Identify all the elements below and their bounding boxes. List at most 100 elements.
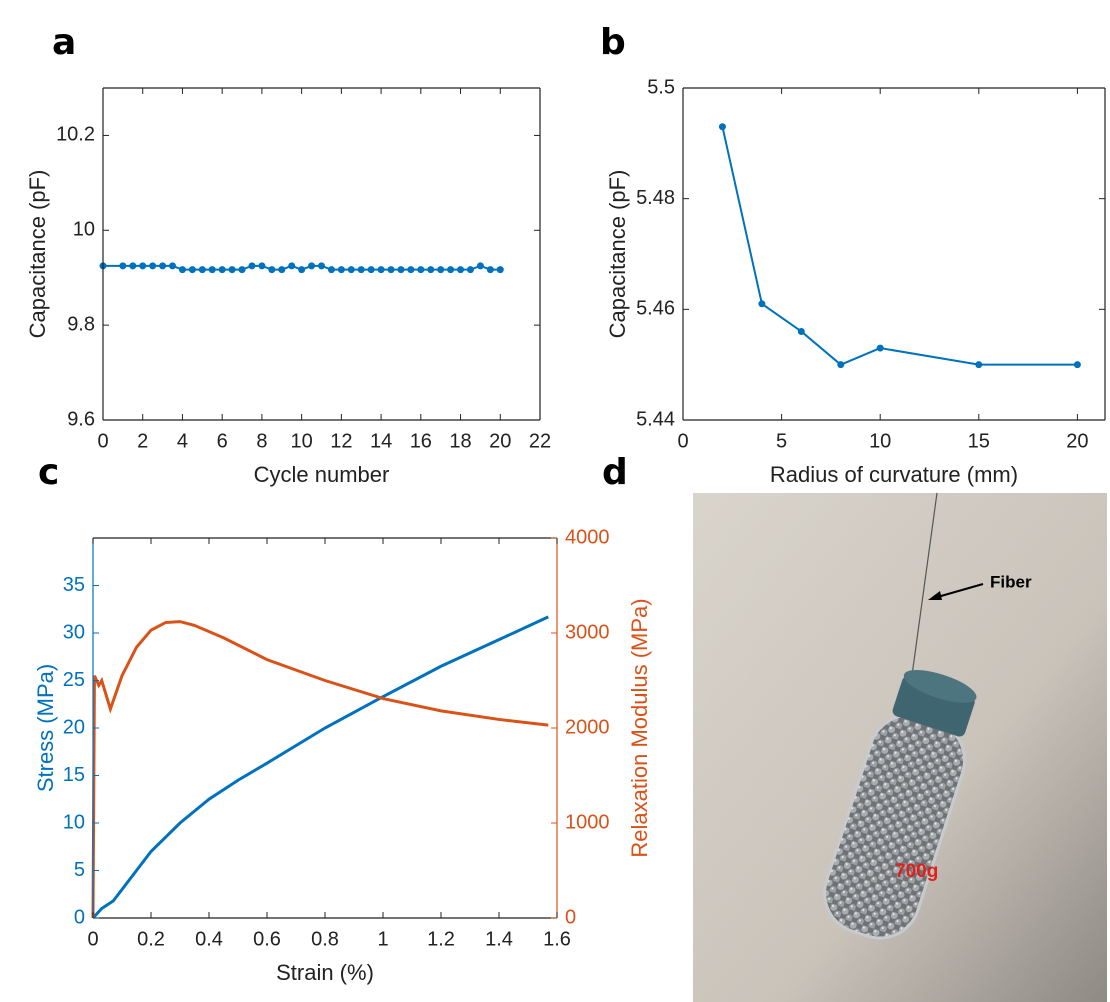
y-tick-label: 10 — [63, 811, 85, 833]
data-line — [91, 620, 549, 919]
data-point — [397, 266, 405, 274]
data-point — [437, 266, 445, 274]
y-tick-label: 20 — [63, 716, 85, 738]
y-tick-label: 5.48 — [636, 187, 675, 209]
y-tick-label: 10.2 — [56, 124, 95, 146]
x-tick-label: 16 — [410, 430, 432, 452]
data-point — [268, 266, 276, 274]
data-point — [797, 327, 805, 335]
x-tick-label: 12 — [330, 430, 352, 452]
x-tick-label: 20 — [489, 430, 511, 452]
data-point — [119, 262, 127, 270]
arrow-head — [928, 591, 942, 600]
y-tick-label: 9.8 — [67, 313, 95, 335]
data-point — [248, 262, 256, 270]
data-point — [337, 266, 345, 274]
panel-label: b — [600, 22, 626, 63]
data-point — [486, 266, 494, 274]
data-point — [457, 266, 465, 274]
data-point — [129, 262, 137, 270]
x-tick-label: 20 — [1066, 430, 1088, 452]
data-point — [208, 266, 216, 274]
y2-tick-label: 4000 — [565, 526, 610, 548]
data-point — [188, 266, 196, 274]
panel-label: d — [602, 452, 628, 493]
x-tick-label: 0.6 — [253, 928, 281, 950]
x-axis-label: Cycle number — [254, 462, 390, 487]
x-tick-label: 8 — [256, 430, 267, 452]
data-point — [347, 266, 355, 274]
y2-tick-label: 3000 — [565, 621, 610, 643]
y2-tick-label: 2000 — [565, 716, 610, 738]
data-point — [169, 262, 177, 270]
data-point — [198, 266, 206, 274]
y-axis-label: Capacitance (pF) — [25, 170, 50, 339]
data-point — [975, 361, 983, 369]
weight-label: 700g — [895, 861, 938, 882]
y-tick-label: 10 — [73, 219, 95, 241]
data-line — [103, 264, 501, 271]
y-axis-label: Stress (MPa) — [33, 664, 58, 792]
data-point — [876, 344, 884, 352]
y-tick-label: 35 — [63, 574, 85, 596]
x-tick-label: 1.2 — [427, 928, 455, 950]
x-tick-label: 2 — [137, 430, 148, 452]
data-point — [238, 266, 246, 274]
x-tick-label: 10 — [291, 430, 313, 452]
y2-tick-label: 1000 — [565, 811, 610, 833]
data-point — [278, 266, 286, 274]
y2-axis-label: Relaxation Modulus (MPa) — [627, 598, 652, 857]
x-tick-label: 1.6 — [543, 928, 571, 950]
arrow — [933, 583, 984, 599]
y-tick-label: 15 — [63, 764, 85, 786]
x-tick-label: 0.8 — [311, 928, 339, 950]
panel-label: c — [38, 452, 59, 493]
data-line — [91, 615, 549, 920]
data-point — [447, 266, 455, 274]
x-tick-label: 0 — [677, 430, 688, 452]
x-tick-label: 0.2 — [137, 928, 165, 950]
data-point — [758, 300, 766, 308]
y2-tick-label: 0 — [565, 906, 576, 928]
data-point — [427, 266, 435, 274]
data-point — [476, 262, 484, 270]
data-point — [298, 266, 306, 274]
photo-panel: Fiber 700g — [693, 492, 1107, 1002]
data-point — [496, 266, 504, 274]
data-point — [718, 123, 726, 131]
y-tick-label: 0 — [74, 906, 85, 928]
data-point — [228, 266, 236, 274]
data-line — [721, 126, 1078, 366]
data-point — [387, 266, 395, 274]
data-point — [1073, 361, 1081, 369]
x-tick-label: 10 — [869, 430, 891, 452]
x-tick-label: 1.4 — [485, 928, 513, 950]
data-point — [327, 266, 335, 274]
x-tick-label: 0 — [97, 430, 108, 452]
fiber — [909, 492, 938, 691]
panel-label: a — [52, 22, 76, 63]
data-point — [318, 262, 325, 270]
data-point — [407, 266, 415, 274]
y-tick-label: 5 — [74, 859, 85, 881]
x-tick-label: 0.4 — [195, 928, 223, 950]
bottle-cap-top — [903, 669, 977, 703]
x-tick-label: 6 — [217, 430, 228, 452]
data-point — [218, 266, 226, 274]
y-axis-label: Capacitance (pF) — [605, 170, 630, 339]
data-point — [149, 262, 157, 270]
data-point — [288, 262, 296, 270]
x-tick-label: 18 — [449, 430, 471, 452]
x-tick-label: 22 — [529, 430, 551, 452]
data-point — [377, 266, 385, 274]
bottle — [823, 669, 977, 940]
x-tick-label: 4 — [177, 430, 188, 452]
x-axis-label: Strain (%) — [276, 960, 374, 985]
x-tick-label: 14 — [370, 430, 392, 452]
data-point — [308, 262, 316, 270]
data-point — [367, 266, 375, 274]
fiber-label: Fiber — [990, 572, 1032, 591]
data-point — [139, 262, 147, 270]
y-tick-label: 9.6 — [67, 408, 95, 430]
